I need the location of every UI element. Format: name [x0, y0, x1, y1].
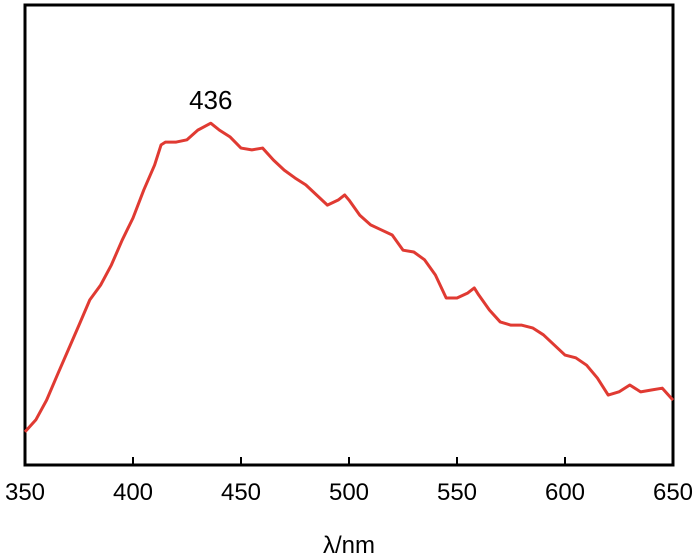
x-tick-label: 600 — [545, 479, 585, 506]
x-tick-label: 500 — [329, 479, 369, 506]
x-tick-label: 550 — [437, 479, 477, 506]
x-tick-label: 650 — [653, 479, 693, 506]
x-tick-label: 450 — [221, 479, 261, 506]
plot-frame — [23, 3, 675, 467]
x-tick-label: 350 — [5, 479, 45, 506]
spectrum-line — [23, 121, 675, 433]
x-tick-label: 400 — [113, 479, 153, 506]
peak-annotation: 436 — [189, 85, 232, 115]
x-axis-label: λ/nm — [323, 532, 375, 559]
